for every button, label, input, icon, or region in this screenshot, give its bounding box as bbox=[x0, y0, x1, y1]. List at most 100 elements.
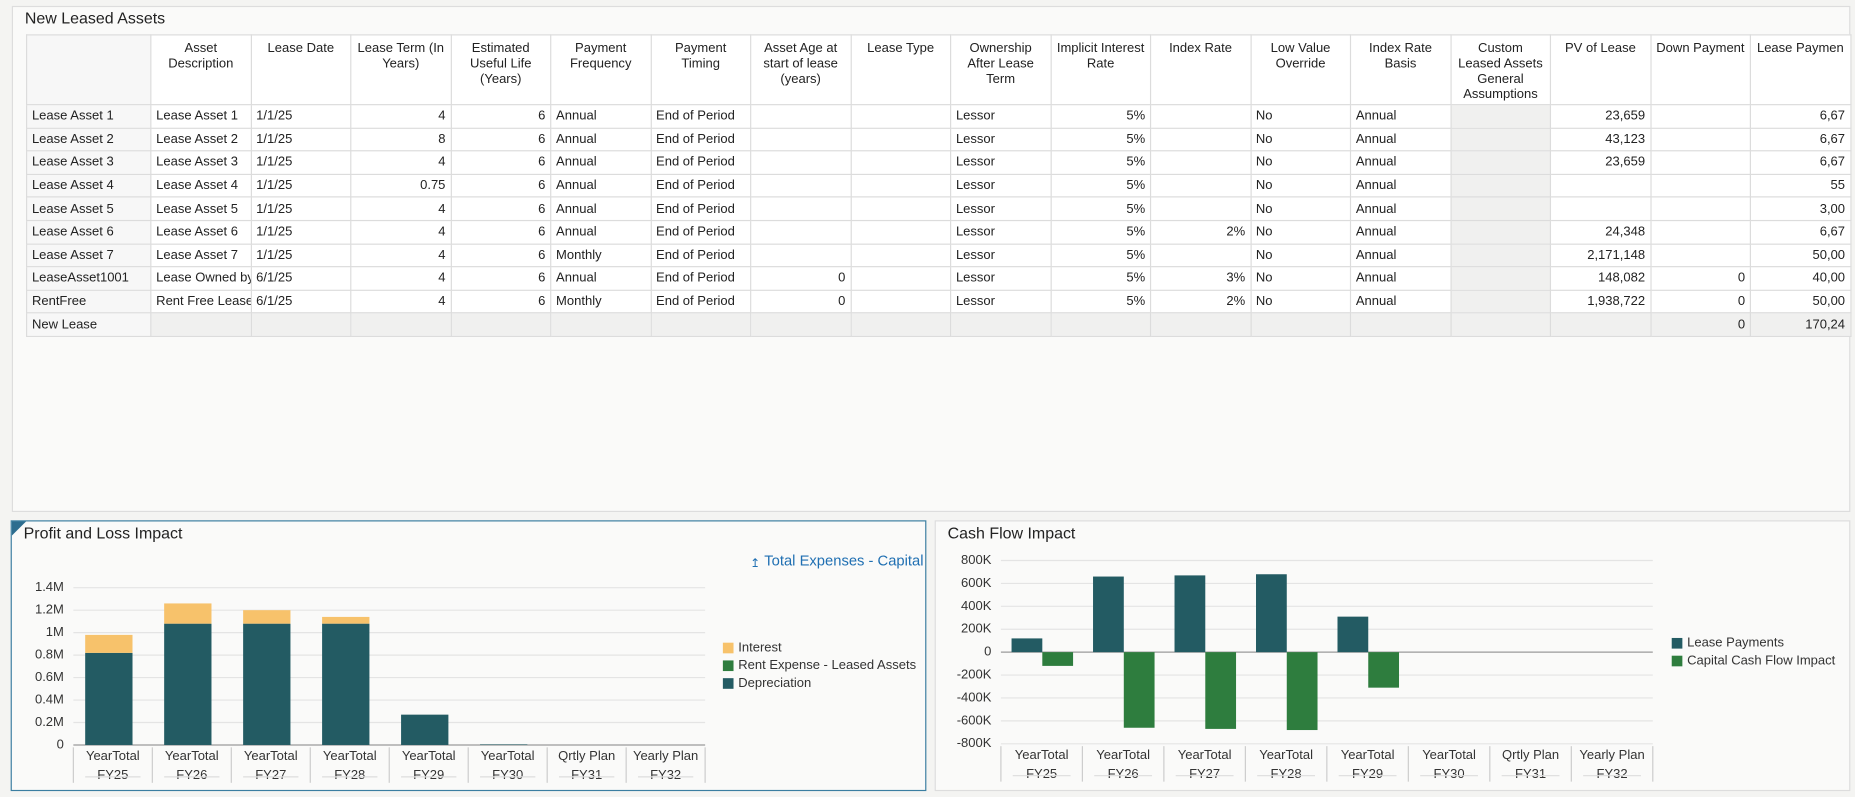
x-tick-label: Yearly Plan bbox=[633, 748, 698, 763]
x-group-label: FY30 bbox=[1434, 766, 1465, 781]
table-cell bbox=[850, 219, 952, 245]
table-cell: Lease Asset 3 bbox=[150, 150, 252, 175]
table-cell: 50,00 bbox=[1749, 243, 1851, 268]
row-header: New Lease bbox=[26, 312, 152, 337]
table-cell: 1/1/25 bbox=[250, 196, 352, 222]
row-header: Lease Asset 7 bbox=[26, 243, 152, 268]
bar-segment bbox=[243, 623, 291, 745]
table-cell: Lease Owned by bbox=[150, 266, 252, 291]
table-cell bbox=[1449, 150, 1552, 175]
y-tick-label: 200K bbox=[961, 621, 992, 636]
y-tick-label: 0.4M bbox=[35, 691, 64, 706]
row-header: LeaseAsset1001 bbox=[26, 266, 152, 291]
table-cell: 23,659 bbox=[1549, 150, 1652, 175]
table-cell: No bbox=[1249, 219, 1352, 245]
bar bbox=[1368, 652, 1400, 688]
table-cell: 1/1/25 bbox=[250, 104, 352, 129]
y-tick-label: 600K bbox=[961, 575, 992, 590]
table-row: Lease Asset 6 Lease Asset 6 1/1/25 4 6 Annual… bbox=[26, 219, 1851, 245]
table-cell: Annual bbox=[1349, 266, 1452, 291]
table-cell: Lease Asset 1 bbox=[150, 104, 252, 129]
table-cell: 4 bbox=[350, 219, 452, 245]
column-header: Payment Frequency bbox=[550, 34, 652, 106]
column-header: Down Payment bbox=[1649, 34, 1751, 106]
table-cell: 1/1/25 bbox=[250, 219, 352, 245]
table-cell bbox=[750, 173, 852, 198]
x-tick-label: Qrtly Plan bbox=[558, 748, 615, 763]
bar-segment bbox=[85, 634, 133, 653]
bar bbox=[1011, 638, 1043, 653]
column-header: Custom Leased Assets General Assumptions bbox=[1449, 34, 1552, 106]
x-tick-label: YearTotal bbox=[244, 748, 298, 763]
x-group-label: FY29 bbox=[413, 767, 444, 782]
table-cell: 170,24 bbox=[1749, 312, 1851, 337]
lease-table: Asset Description Lease Date Lease Term (I… bbox=[26, 34, 1851, 337]
table-row: Lease Asset 3 Lease Asset 3 1/1/25 4 6 Annual… bbox=[26, 150, 1851, 175]
legend-swatch bbox=[722, 660, 734, 672]
table-cell: 6,67 bbox=[1749, 219, 1851, 245]
table-cell: End of Period bbox=[650, 266, 752, 291]
table-cell: Annual bbox=[1349, 196, 1452, 222]
legend-label: Interest bbox=[738, 639, 782, 654]
x-tick-label: YearTotal bbox=[1422, 747, 1476, 762]
table-cell bbox=[1149, 173, 1252, 198]
x-group-label: FY29 bbox=[1352, 766, 1383, 781]
table-cell: 23,659 bbox=[1549, 104, 1652, 129]
x-tick-label: YearTotal bbox=[165, 748, 219, 763]
link-icon[interactable]: ↥ bbox=[750, 556, 760, 570]
table-cell: 5% bbox=[1050, 104, 1152, 129]
table-cell: 6 bbox=[450, 150, 552, 175]
column-header: Lease Term (In Years) bbox=[350, 34, 452, 106]
table-cell bbox=[850, 196, 952, 222]
table-cell: Lessor bbox=[950, 104, 1052, 129]
table-cell: 0 bbox=[750, 289, 852, 314]
bar bbox=[1093, 576, 1124, 653]
table-cell: 5% bbox=[1050, 173, 1152, 198]
table-cell: 1/1/25 bbox=[250, 243, 352, 268]
legend-label: Lease Payments bbox=[1687, 635, 1784, 650]
table-cell: Annual bbox=[550, 104, 652, 129]
table-cell bbox=[450, 312, 552, 337]
table-cell bbox=[1649, 150, 1751, 175]
table-cell: Annual bbox=[1349, 150, 1452, 175]
table-cell: End of Period bbox=[650, 196, 752, 222]
x-group-label: FY26 bbox=[176, 767, 207, 782]
table-cell: Annual bbox=[1349, 219, 1452, 245]
table-cell: 6,67 bbox=[1749, 104, 1851, 129]
chart-title: Cash Flow Impact bbox=[948, 526, 1076, 543]
table-cell: 2% bbox=[1149, 289, 1252, 314]
x-group-label: FY28 bbox=[1271, 766, 1302, 781]
table-cell: 50,00 bbox=[1749, 289, 1851, 314]
table-cell bbox=[1449, 104, 1552, 129]
legend-label: Capital Cash Flow Impact bbox=[1687, 652, 1836, 667]
table-cell bbox=[850, 104, 952, 129]
y-tick-label: 400K bbox=[961, 598, 992, 613]
y-tick-label: 0 bbox=[57, 736, 64, 751]
table-cell: No bbox=[1249, 266, 1352, 291]
y-tick-label: 800K bbox=[961, 552, 992, 567]
table-cell bbox=[750, 127, 852, 152]
table-cell: Lease Asset 4 bbox=[150, 173, 252, 198]
table-cell bbox=[1449, 266, 1552, 291]
x-group-label: FY25 bbox=[1026, 766, 1057, 781]
x-tick-label: YearTotal bbox=[481, 748, 535, 763]
x-tick-label: YearTotal bbox=[1259, 747, 1313, 762]
table-cell: 4 bbox=[350, 150, 452, 175]
y-tick-label: 0.2M bbox=[35, 714, 64, 729]
corner-marker bbox=[11, 521, 27, 536]
table-cell: End of Period bbox=[650, 219, 752, 245]
table-cell: 5% bbox=[1050, 150, 1152, 175]
table-cell: Annual bbox=[550, 266, 652, 291]
bar-segment bbox=[164, 623, 212, 745]
x-group-label: FY32 bbox=[1597, 766, 1628, 781]
column-header: PV of Lease bbox=[1549, 34, 1652, 106]
bar bbox=[1123, 652, 1155, 728]
table-cell: 40,00 bbox=[1749, 266, 1851, 291]
chart-link[interactable]: Total Expenses - Capital bbox=[764, 554, 923, 570]
column-header: Index Rate Basis bbox=[1349, 34, 1452, 106]
table-cell: 6,67 bbox=[1749, 127, 1851, 152]
table-cell bbox=[750, 150, 852, 175]
bar-segment bbox=[164, 603, 212, 624]
